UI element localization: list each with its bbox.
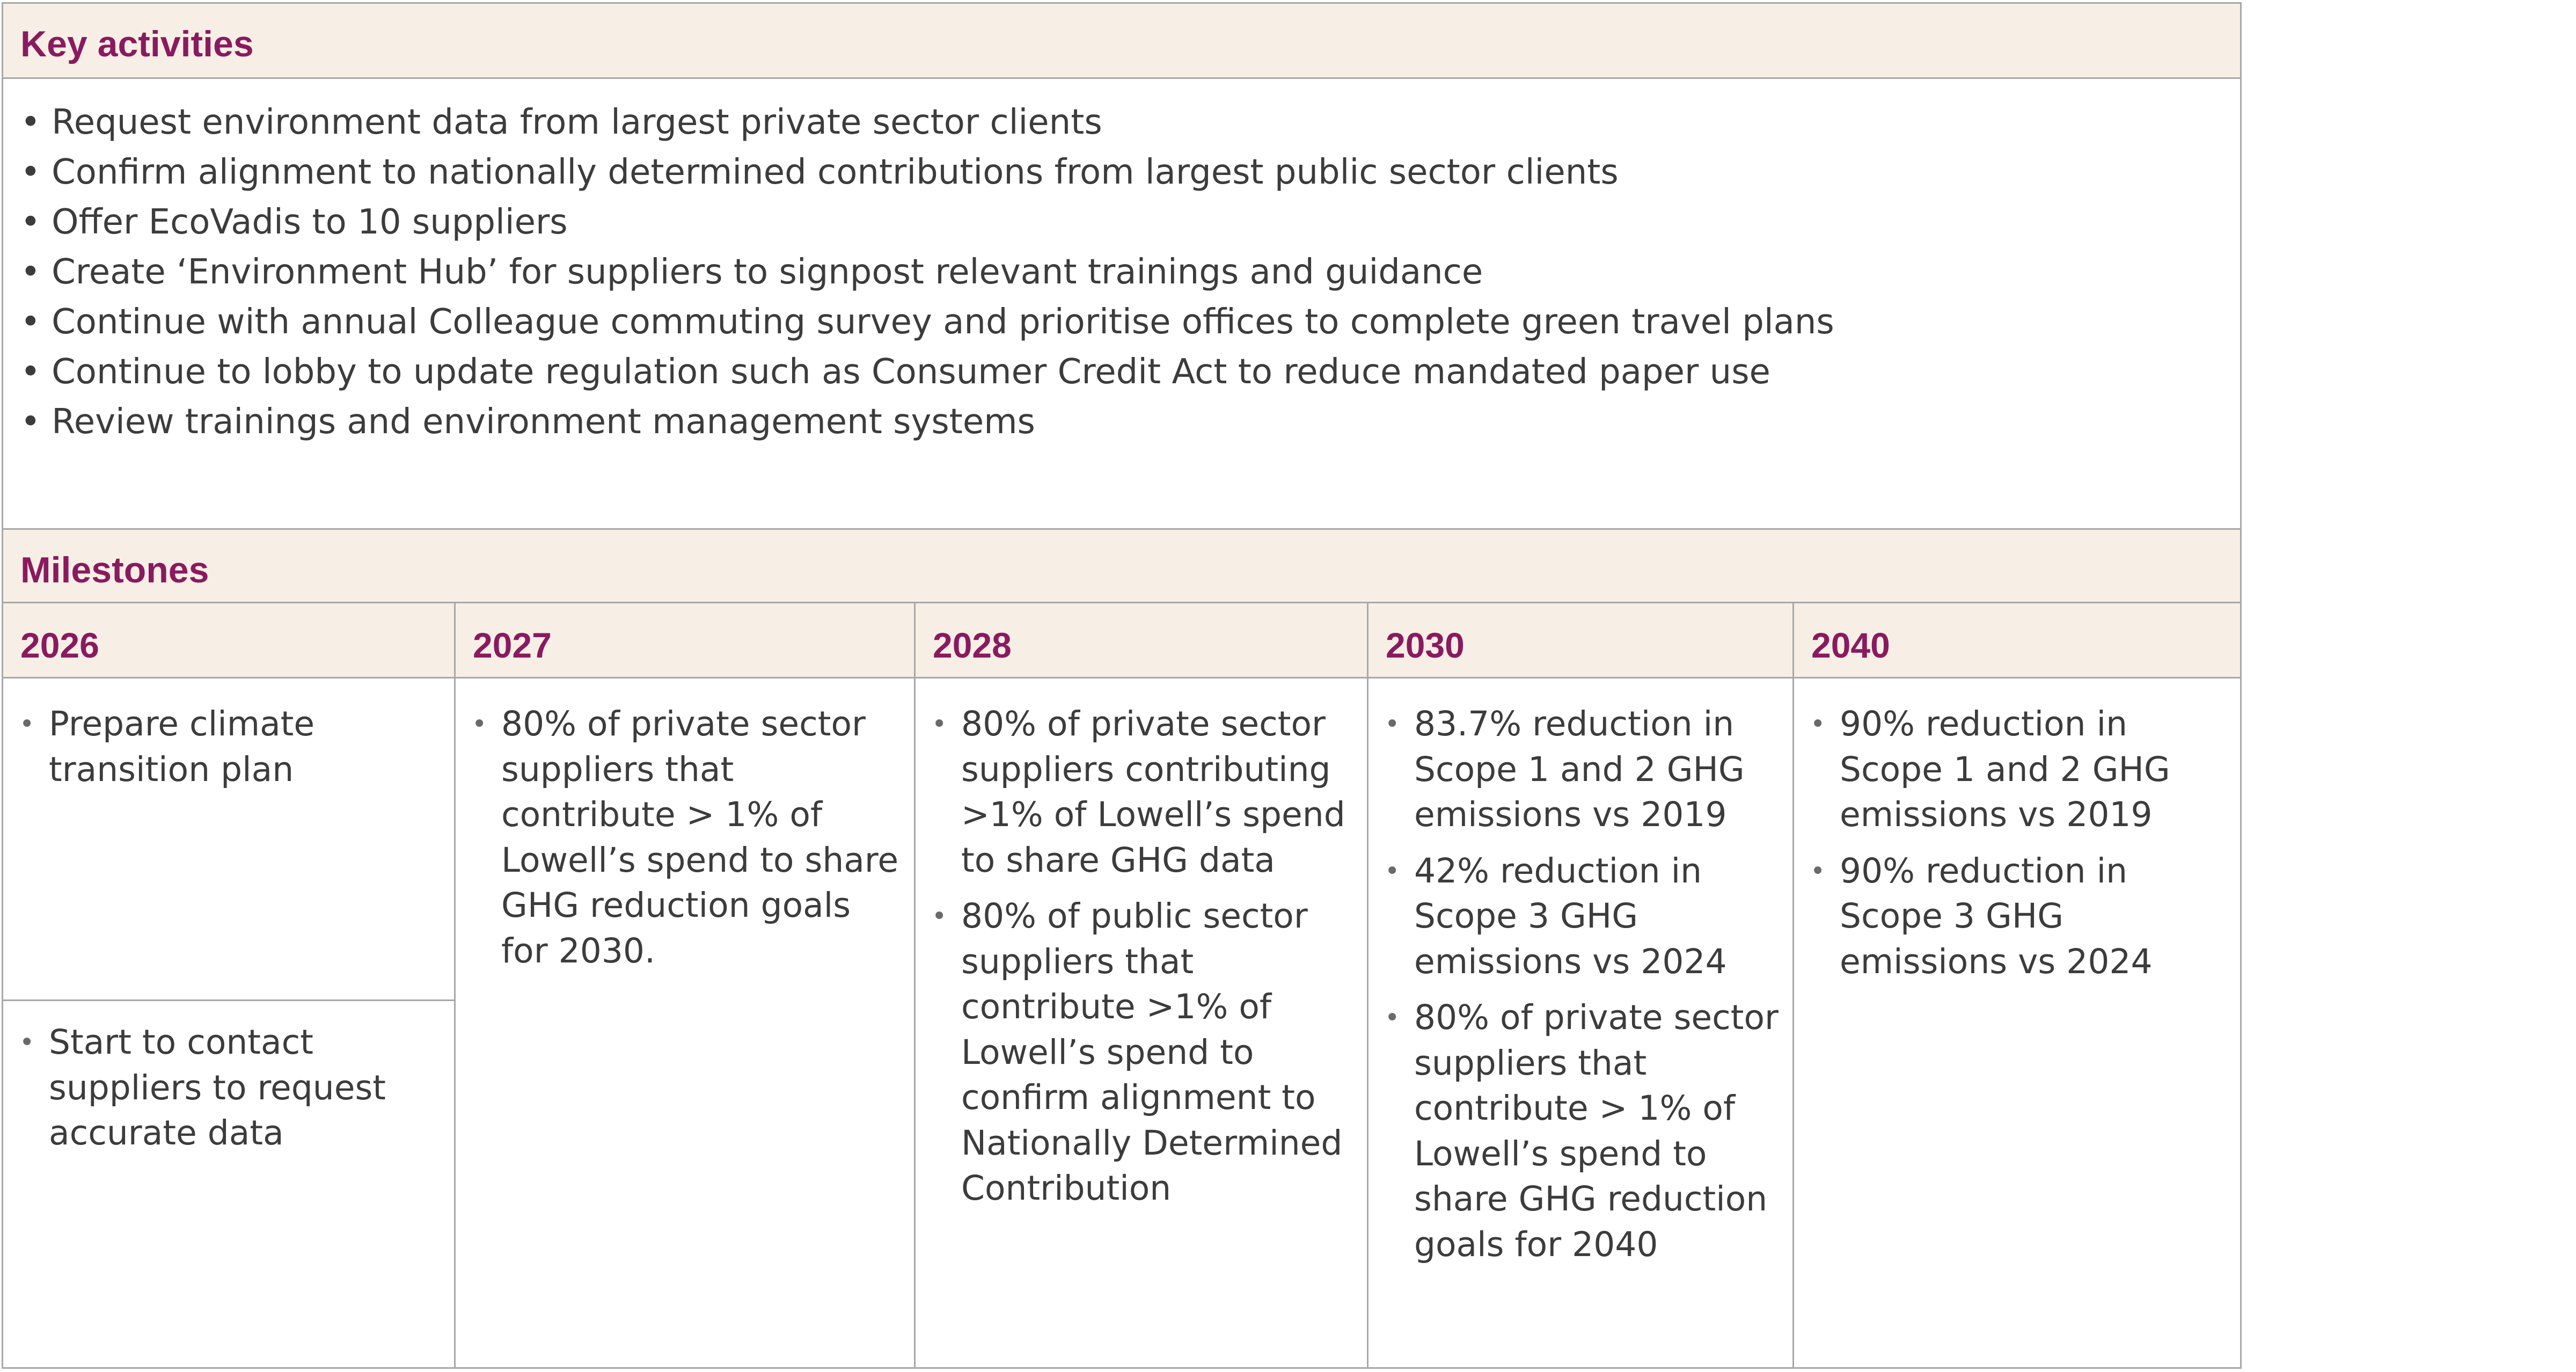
year-cell-2026: 2026 bbox=[3, 603, 456, 677]
key-activity-item: Request environment data from largest pr… bbox=[20, 98, 1834, 148]
milestone-2027-cell: 80% of private sector suppliers that con… bbox=[456, 702, 901, 984]
year-cell-2030: 2030 bbox=[1368, 603, 1794, 677]
year-cell-2040: 2040 bbox=[1794, 603, 2240, 677]
key-activities-title: Key activities bbox=[20, 24, 254, 64]
column-divider bbox=[454, 603, 456, 1367]
key-activity-item: Offer EcoVadis to 10 suppliers bbox=[20, 198, 1834, 247]
year-cell-2027: 2027 bbox=[456, 603, 916, 677]
milestones-header: Milestones bbox=[3, 528, 2240, 603]
year-label: 2030 bbox=[1386, 625, 1465, 665]
milestone-item: Start to contact suppliers to request ac… bbox=[3, 1020, 433, 1156]
milestone-item: 90% reduction in Scope 1 and 2 GHG emiss… bbox=[1794, 702, 2223, 838]
key-activities-header: Key activities bbox=[3, 4, 2240, 79]
milestone-item: Prepare climate transition plan bbox=[3, 702, 433, 792]
year-label: 2026 bbox=[20, 625, 99, 665]
milestone-2030-cell: 83.7% reduction in Scope 1 and 2 GHG emi… bbox=[1368, 702, 1790, 1278]
milestone-years-row: 2026 2027 2028 2030 2040 bbox=[3, 603, 2240, 678]
milestone-item: 42% reduction in Scope 3 GHG emissions v… bbox=[1368, 849, 1790, 985]
milestone-item: 90% reduction in Scope 3 GHG emissions v… bbox=[1794, 849, 2223, 985]
milestone-2040-cell: 90% reduction in Scope 1 and 2 GHG emiss… bbox=[1794, 702, 2223, 995]
year-label: 2040 bbox=[1811, 625, 1890, 665]
column-divider bbox=[914, 603, 916, 1367]
year-label: 2027 bbox=[473, 625, 552, 665]
column-divider bbox=[1792, 603, 1794, 1367]
milestone-item: 80% of public sector suppliers that cont… bbox=[916, 894, 1361, 1212]
column-divider bbox=[1367, 603, 1368, 1367]
cell-divider bbox=[3, 999, 456, 1001]
activities-milestones-table: Key activities Request environment data … bbox=[2, 2, 2242, 1369]
milestone-item: 80% of private sector suppliers that con… bbox=[456, 702, 901, 974]
key-activity-item: Confirm alignment to nationally determin… bbox=[20, 148, 1834, 198]
key-activity-item: Continue with annual Colleague commuting… bbox=[20, 297, 1834, 347]
key-activity-item: Continue to lobby to update regulation s… bbox=[20, 347, 1834, 397]
milestone-2028-cell: 80% of private sector suppliers contribu… bbox=[916, 702, 1361, 1222]
key-activity-item: Create ‘Environment Hub’ for suppliers t… bbox=[20, 247, 1834, 297]
milestone-item: 80% of private sector suppliers that con… bbox=[1368, 995, 1790, 1267]
key-activities-list: Request environment data from largest pr… bbox=[20, 98, 1834, 447]
key-activity-item: Review trainings and environment managem… bbox=[20, 397, 1834, 447]
milestone-item: 83.7% reduction in Scope 1 and 2 GHG emi… bbox=[1368, 702, 1790, 838]
year-label: 2028 bbox=[933, 625, 1012, 665]
milestone-item: 80% of private sector suppliers contribu… bbox=[916, 702, 1361, 883]
year-cell-2028: 2028 bbox=[916, 603, 1368, 677]
milestone-2026-upper: Prepare climate transition plan bbox=[3, 702, 433, 803]
milestones-title: Milestones bbox=[20, 550, 209, 590]
milestone-2026-lower: Start to contact suppliers to request ac… bbox=[3, 1020, 433, 1167]
